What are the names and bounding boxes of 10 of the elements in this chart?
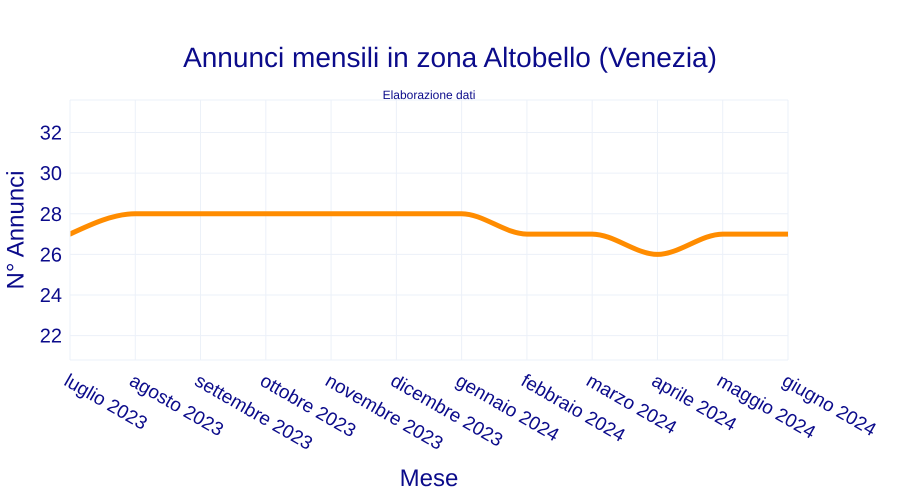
y-tick-label: 22 [40, 326, 62, 348]
y-tick-label: 24 [40, 285, 62, 308]
y-tick-label: 32 [40, 122, 62, 145]
y-axis-title: N° Annunci [2, 170, 30, 290]
x-axis-title: Mese [400, 465, 458, 492]
y-tick-label: 28 [40, 204, 62, 226]
y-tick-label: 30 [40, 163, 62, 186]
chart-title: Annunci mensili in zona Altobello (Venezia) [182, 41, 718, 75]
chart-subtitle: Elaborazione dati [382, 88, 476, 102]
y-tick-label: 26 [40, 244, 62, 266]
